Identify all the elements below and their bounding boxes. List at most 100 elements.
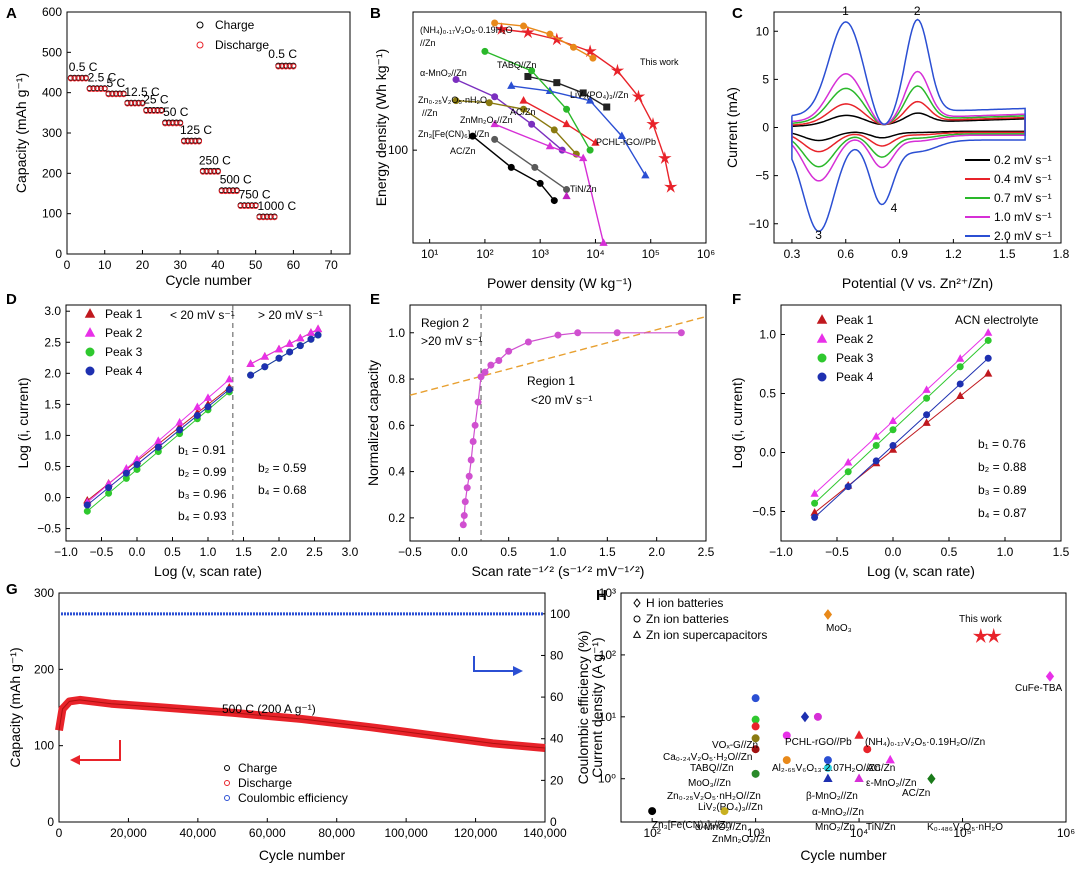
y-axis-label: Current (mA)	[724, 87, 740, 168]
slope-label: b₂ = 0.99	[178, 465, 227, 479]
left-axis-arrow	[75, 740, 121, 761]
data-point	[646, 117, 660, 130]
x-tick-label: 40	[211, 258, 225, 272]
y-axis-label: Coulombic efficiency (%)	[575, 631, 591, 785]
data-point	[275, 354, 283, 362]
x-tick-label: 40,000	[180, 826, 217, 840]
discharge-point	[290, 63, 297, 70]
series-label: Zn₀.₂₅V₂O₅·nH₂O	[418, 95, 487, 105]
legend-label: Peak 3	[836, 351, 874, 365]
discharge-point	[113, 91, 120, 98]
x-tick-label: 0.0	[129, 545, 146, 559]
series-label: Zn₃[Fe(CN)₆]₂//Zn	[418, 129, 489, 139]
discharge-point	[256, 214, 263, 221]
data-point	[550, 32, 564, 46]
point-label: AC/Zn	[867, 763, 895, 774]
discharge-point	[282, 63, 289, 70]
series-line	[472, 135, 555, 202]
legend-label: Charge	[238, 761, 278, 775]
x-axis-label: Scan rate⁻¹ᐟ² (s⁻¹ᐟ² mV⁻¹ᐟ²)	[472, 563, 645, 579]
left-arrowhead	[70, 755, 80, 765]
discharge-point	[116, 91, 123, 98]
data-point	[589, 54, 597, 62]
data-point	[923, 394, 931, 402]
panel-f: F −1.0 −0.5 0.0 0.5 1.0 1.5 −0.5 0.0 0.5 1.0 Log (v…	[729, 291, 1070, 579]
data-point	[586, 146, 594, 154]
discharge-point	[196, 138, 203, 145]
data-point	[569, 43, 577, 51]
x-tick-label: 2.5	[306, 545, 323, 559]
slope-label: b₁ = 0.76	[978, 437, 1026, 451]
y-tick-label: 200	[34, 662, 54, 676]
data-point	[505, 347, 513, 355]
y-axis-label: Normalized capacity	[365, 360, 381, 486]
series-label: α-MnO₂//Zn	[420, 68, 467, 78]
panel-a: A 0 10 20 30 40 50 60 70 0 100 200 300 400 500 600 Cycle…	[6, 5, 351, 288]
discharge-point	[173, 120, 180, 127]
x-tick-label: 0.5	[941, 545, 958, 559]
y-tick-label: 1.5	[44, 397, 61, 411]
data-point	[751, 734, 760, 743]
data-point	[844, 483, 852, 491]
data-point	[491, 19, 499, 27]
data-point	[585, 96, 595, 104]
data-point	[225, 374, 234, 383]
discharge-point	[105, 91, 112, 98]
discharge-point	[177, 120, 184, 127]
data-point	[984, 336, 992, 344]
rate-label: 1000 C	[257, 199, 296, 213]
discharge-point	[94, 86, 101, 93]
data-point	[528, 120, 536, 128]
data-point	[296, 342, 304, 350]
rate-label: 125 C	[180, 123, 212, 137]
panel-d: D −1.0 −0.5 0.0 0.5 1.0 1.5 2.0 2.5 3.0 −0.5 0.0 0.5…	[6, 291, 359, 579]
point-label: Ca₀.₂₄V₂O₅·H₂O//Zn	[663, 752, 752, 763]
discharge-point	[207, 168, 214, 175]
discharge-point	[120, 91, 127, 98]
x-tick-label: −1.0	[769, 545, 793, 559]
y2-tick-label: 100	[550, 607, 570, 621]
y-tick-label: 2.5	[44, 335, 61, 349]
panel-letter: F	[732, 291, 741, 308]
discharge-point	[139, 100, 146, 107]
x-tick-label: 0	[64, 258, 71, 272]
series-line	[494, 123, 605, 244]
legend-marker	[224, 780, 230, 786]
data-point	[823, 756, 832, 765]
data-point	[260, 352, 269, 360]
x-tick-label: 10¹	[421, 247, 438, 261]
data-point	[984, 328, 993, 336]
x-tick-label: 1.2	[945, 247, 962, 261]
data-point	[800, 711, 810, 723]
data-point	[536, 179, 544, 187]
data-point	[889, 442, 897, 450]
point-label: K₀.₄₈₆V₂O₅·nH₂O	[927, 822, 1003, 833]
x-axis-label: Power density (W kg⁻¹)	[487, 275, 632, 291]
data-point	[246, 359, 255, 367]
data-point	[452, 97, 460, 105]
y-tick-label: 0	[55, 247, 62, 261]
x-tick-label: 100,000	[384, 826, 428, 840]
data-point	[813, 712, 822, 721]
legend-label: 0.2 mV s⁻¹	[994, 153, 1052, 167]
x-tick-label: 20	[136, 258, 150, 272]
y-tick-label: 300	[42, 126, 62, 140]
discharge-point	[150, 107, 157, 114]
series-label: //Zn	[422, 108, 438, 118]
legend-label: Zn ion batteries	[646, 612, 729, 626]
y-tick-label: −5	[755, 169, 769, 183]
x-tick-label: 1.5	[999, 247, 1016, 261]
discharge-point	[211, 168, 218, 175]
x-tick-label: 80,000	[318, 826, 355, 840]
data-point	[617, 131, 626, 140]
data-point	[175, 417, 184, 426]
data-point	[872, 441, 880, 449]
data-point	[823, 609, 833, 620]
rate-label: 25 C	[143, 92, 169, 106]
y-tick-label: 500	[42, 45, 62, 59]
data-point	[751, 745, 760, 754]
data-point	[872, 432, 881, 440]
slope-label: b₄ = 0.93	[178, 509, 227, 523]
rate-label: 0.5 C	[268, 47, 297, 61]
x-tick-label: 0.0	[451, 545, 468, 559]
